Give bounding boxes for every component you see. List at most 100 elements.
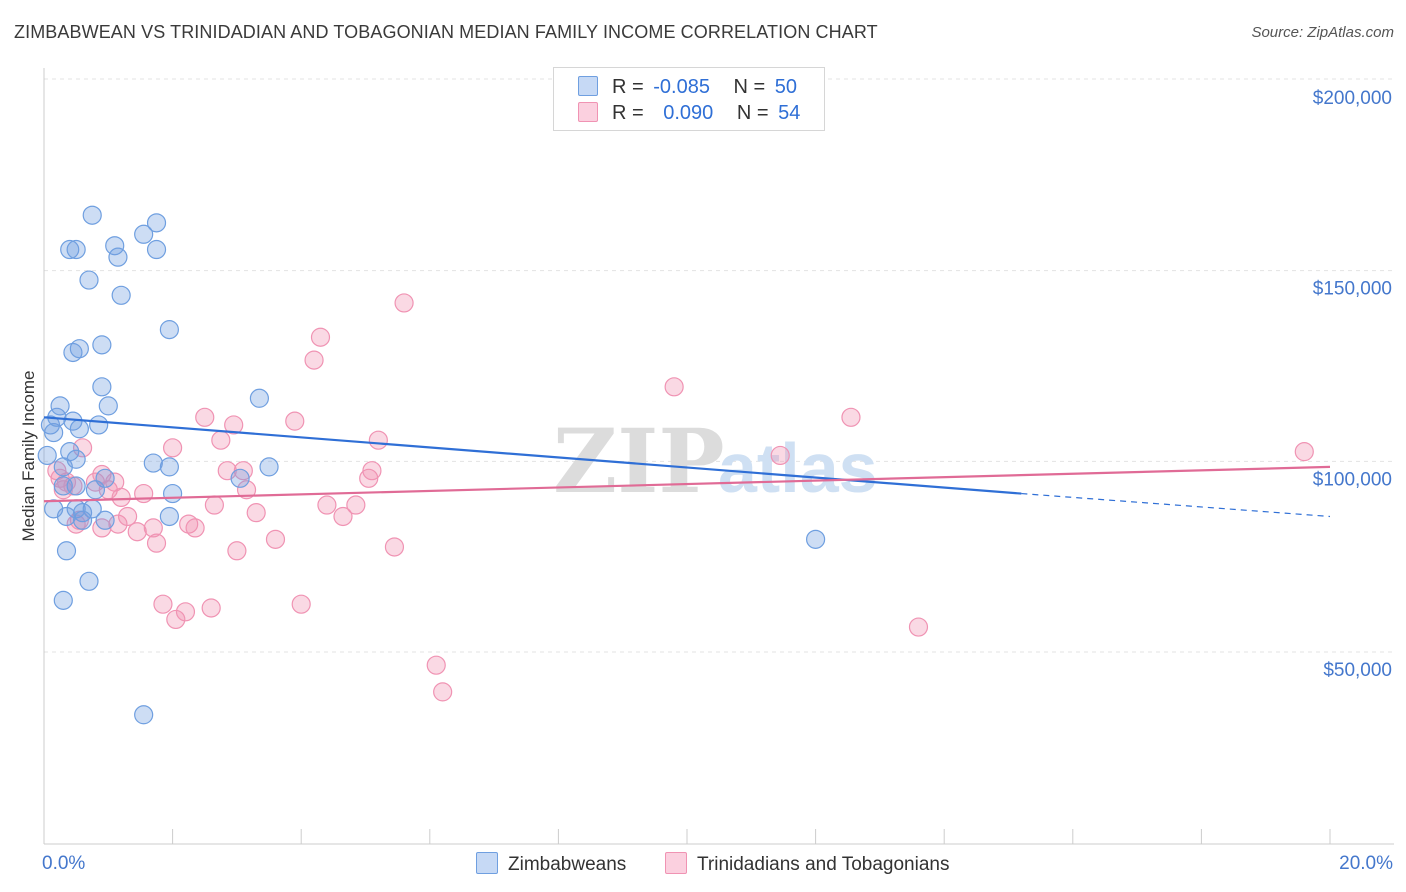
data-point xyxy=(79,571,99,591)
data-point xyxy=(770,445,790,466)
data-point xyxy=(664,377,684,397)
trend-lines xyxy=(43,416,1331,518)
data-point xyxy=(805,529,826,549)
data-point xyxy=(246,503,266,523)
data-point xyxy=(50,396,70,416)
data-point xyxy=(44,499,64,519)
data-point xyxy=(53,590,73,610)
data-point xyxy=(143,453,163,473)
stats-legend: R = -0.085 N = 50 R = 0.090 N = 54 xyxy=(553,67,825,131)
data-point xyxy=(159,506,179,527)
data-point xyxy=(230,468,250,488)
data-point xyxy=(134,705,154,725)
data-point xyxy=(201,598,221,618)
data-point xyxy=(66,239,86,260)
data-point xyxy=(333,506,353,527)
data-point xyxy=(72,438,93,458)
y-tick-label: $100,000 xyxy=(1313,469,1392,490)
data-point xyxy=(195,407,215,427)
legend-label: Zimbabweans xyxy=(508,854,627,875)
data-point xyxy=(95,468,115,488)
data-point xyxy=(368,430,388,450)
data-point xyxy=(89,415,109,435)
data-point xyxy=(92,377,112,397)
data-point xyxy=(111,285,131,305)
data-point xyxy=(841,407,861,427)
n-label: N = xyxy=(736,102,769,124)
n-label: N = xyxy=(733,76,766,98)
data-point xyxy=(146,533,167,553)
data-point xyxy=(346,495,366,515)
data-point xyxy=(433,682,453,702)
data-point xyxy=(1294,442,1314,462)
data-point xyxy=(146,213,167,233)
stats-row-trinidadians: R = 0.090 N = 54 xyxy=(578,102,800,128)
x-tick-label: 0.0% xyxy=(42,853,85,874)
y-axis-label: Median Family Income xyxy=(19,370,38,541)
data-point xyxy=(285,411,305,431)
data-point xyxy=(134,224,154,244)
legend-swatch-pink xyxy=(665,852,687,874)
r-value: 0.090 xyxy=(663,102,714,124)
data-point xyxy=(426,655,446,675)
data-point xyxy=(384,537,405,557)
y-tick-label: $50,000 xyxy=(1323,660,1392,681)
trend-line-zimbabweans xyxy=(43,416,1022,495)
data-point xyxy=(185,518,205,538)
x-tick-label: 20.0% xyxy=(1339,853,1393,874)
data-point xyxy=(66,476,86,496)
watermark-zip: ZIP xyxy=(553,409,725,513)
data-point xyxy=(60,442,80,462)
data-point xyxy=(108,514,128,534)
data-point xyxy=(92,335,112,355)
series-zimbabweans xyxy=(37,205,826,725)
series-trinidadians xyxy=(47,293,1314,702)
data-point xyxy=(166,609,186,630)
watermark-atlas: atlas xyxy=(718,429,878,507)
y-tick-label: $150,000 xyxy=(1313,279,1392,300)
data-point xyxy=(105,236,125,256)
source-label: Source: ZipAtlas.com xyxy=(1251,24,1394,41)
data-point xyxy=(111,487,131,507)
y-tick-label: $200,000 xyxy=(1313,88,1392,109)
data-point xyxy=(227,541,247,561)
r-value: -0.085 xyxy=(653,76,710,98)
data-point xyxy=(37,445,57,466)
data-point xyxy=(134,483,154,504)
legend-swatch-blue xyxy=(476,852,498,874)
r-label: R = xyxy=(612,76,644,98)
legend-item-zimbabweans: Zimbabweans xyxy=(476,852,626,876)
data-point xyxy=(72,503,93,523)
data-point xyxy=(204,495,224,515)
data-point xyxy=(44,422,64,443)
data-point xyxy=(163,483,183,504)
data-point xyxy=(146,239,167,260)
legend-item-trinidadians: Trinidadians and Tobagonians xyxy=(665,852,949,876)
data-point xyxy=(117,506,138,527)
r-label: R = xyxy=(612,102,644,124)
data-point xyxy=(98,396,118,416)
data-point xyxy=(143,518,163,538)
data-point xyxy=(69,419,89,439)
data-point xyxy=(79,270,99,290)
data-point xyxy=(291,594,311,614)
data-point xyxy=(394,293,414,313)
stats-row-zimbabweans: R = -0.085 N = 50 xyxy=(578,76,797,102)
data-point xyxy=(317,495,337,515)
trend-line-trinidadians xyxy=(43,465,1331,503)
data-point xyxy=(249,388,270,408)
n-value: 54 xyxy=(778,102,801,124)
data-point xyxy=(82,205,102,225)
data-point xyxy=(908,617,929,637)
data-point xyxy=(72,510,93,530)
data-point xyxy=(163,438,183,458)
data-point xyxy=(211,430,231,450)
data-point xyxy=(60,239,80,260)
data-point xyxy=(108,247,128,267)
axis-layer xyxy=(43,68,1394,845)
data-point xyxy=(159,320,179,340)
legend-label: Trinidadians and Tobagonians xyxy=(697,854,950,875)
legend-swatch-blue xyxy=(578,76,598,96)
grid-layer xyxy=(44,78,1394,653)
